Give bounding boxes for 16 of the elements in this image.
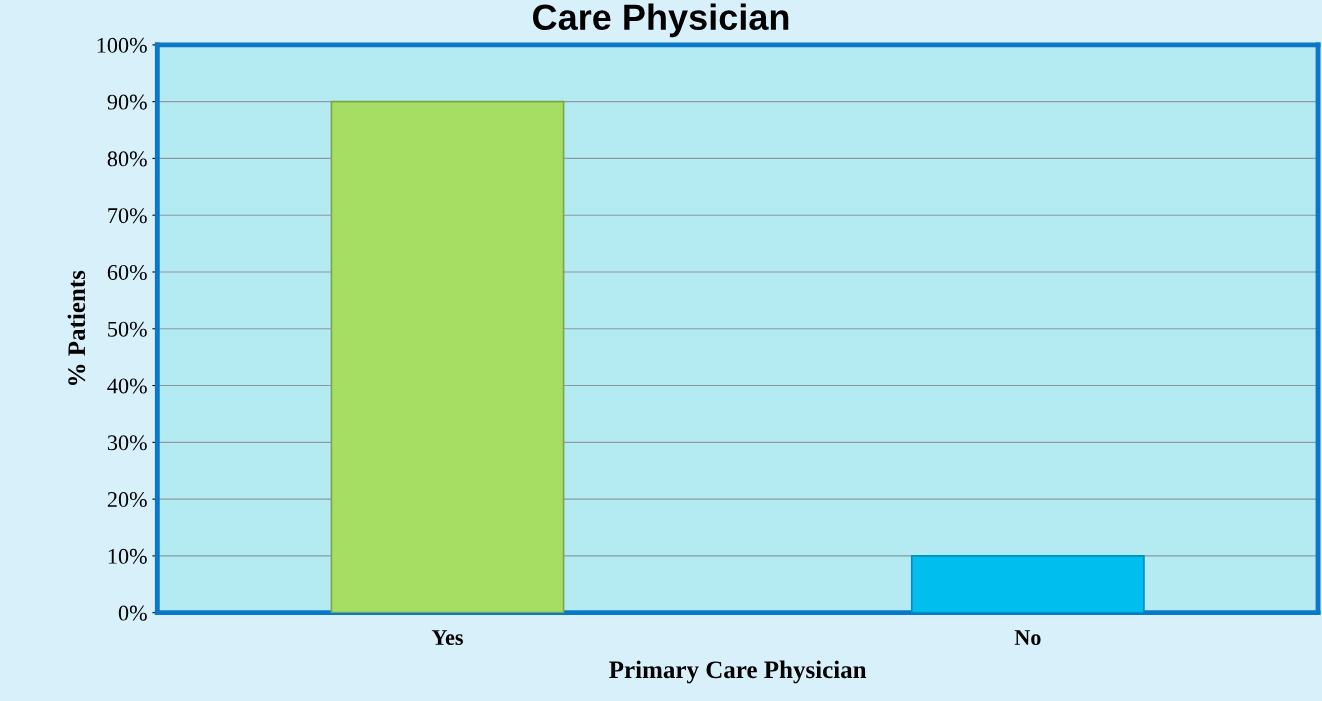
y-tick-label: 20% xyxy=(107,492,147,508)
y-axis-title: % Patients xyxy=(67,270,86,385)
y-tick-label: 10% xyxy=(108,548,147,564)
y-tick-label: 90% xyxy=(107,94,147,110)
y-tick-label: 100% xyxy=(97,37,147,53)
y-tick-label: 40% xyxy=(107,378,147,394)
y-tick-label: 80% xyxy=(107,151,147,167)
y-tick-label: 50% xyxy=(108,321,147,337)
y-tick-label: 30% xyxy=(107,435,147,451)
y-tick-label: 70% xyxy=(108,208,147,224)
y-tick-label: 60% xyxy=(107,264,147,280)
y-tick-label: 0% xyxy=(118,605,147,621)
x-tick-label: No xyxy=(1014,630,1041,645)
chart-title: Care Physician xyxy=(533,3,789,38)
x-axis-title: Primary Care Physician xyxy=(609,660,867,684)
x-tick-label: Yes xyxy=(431,630,463,645)
